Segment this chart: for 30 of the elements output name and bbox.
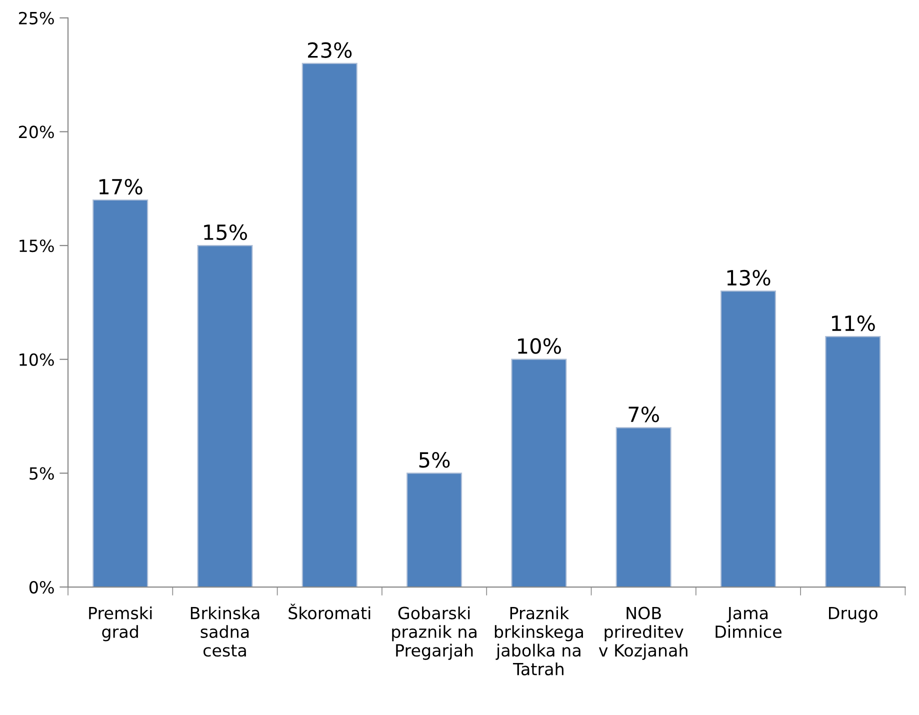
bar — [197, 244, 253, 588]
y-tick-label: 0% — [29, 580, 54, 594]
bar — [406, 472, 462, 588]
x-tick-label: NOB prireditev v Kozjanah — [598, 606, 688, 660]
data-label: 17% — [99, 178, 142, 195]
bar — [720, 290, 776, 588]
data-label: 7% — [628, 406, 659, 422]
y-tick-label: 20% — [18, 126, 54, 138]
y-tick-label: 15% — [20, 239, 54, 252]
data-label: 10% — [518, 338, 561, 354]
bar — [511, 358, 567, 588]
bar — [616, 427, 672, 588]
y-tick-label: 10% — [20, 353, 54, 366]
data-label: 13% — [727, 270, 770, 286]
x-tick-label: Gobarski praznik na Pregarjah — [392, 606, 476, 660]
data-label: 23% — [308, 42, 352, 58]
x-tick-label: Premski grad — [89, 606, 152, 642]
bar — [302, 62, 358, 588]
bar — [92, 199, 148, 588]
data-label: 15% — [204, 224, 247, 240]
x-tick-label: Škoromati — [288, 604, 370, 620]
bar — [825, 336, 881, 588]
x-tick-label: Praznik brkinskega jabolka na Tatrah — [494, 606, 583, 676]
data-label: 11% — [832, 315, 875, 332]
y-tick-label: 25% — [18, 12, 54, 24]
x-tick-label: Jama Dimnice — [716, 606, 782, 638]
x-tick-label: Drugo — [829, 606, 878, 623]
x-tick-label: Brkinska sadna cesta — [190, 606, 260, 657]
y-tick-label: 5% — [30, 467, 54, 480]
data-label: 5% — [419, 452, 450, 468]
